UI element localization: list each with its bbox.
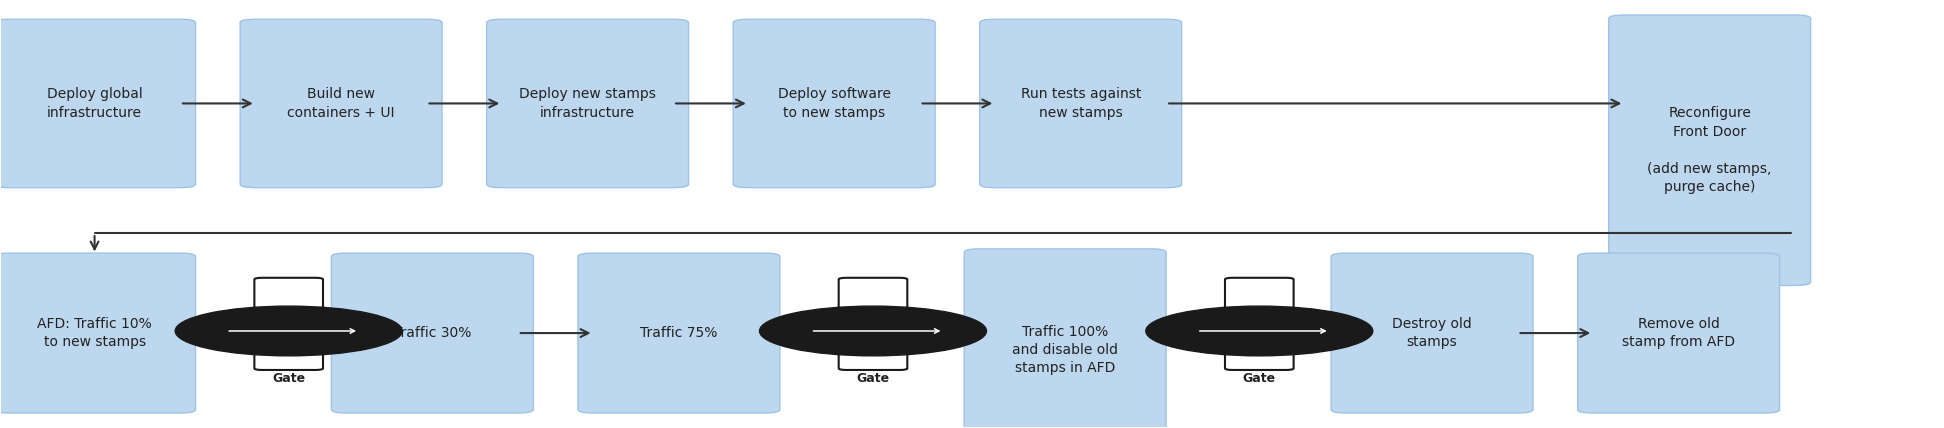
Text: Run tests against
new stamps: Run tests against new stamps xyxy=(1021,87,1141,120)
Circle shape xyxy=(175,306,402,356)
FancyBboxPatch shape xyxy=(0,19,196,187)
Text: Remove old
stamp from AFD: Remove old stamp from AFD xyxy=(1621,317,1736,349)
FancyBboxPatch shape xyxy=(1610,15,1810,285)
FancyBboxPatch shape xyxy=(330,253,533,413)
Text: Gate: Gate xyxy=(272,372,305,386)
FancyBboxPatch shape xyxy=(733,19,935,187)
Text: Deploy global
infrastructure: Deploy global infrastructure xyxy=(47,87,142,120)
Text: AFD: Traffic 10%
to new stamps: AFD: Traffic 10% to new stamps xyxy=(37,317,152,349)
Text: Traffic 30%: Traffic 30% xyxy=(393,326,470,340)
FancyBboxPatch shape xyxy=(241,19,441,187)
Text: Traffic 100%
and disable old
stamps in AFD: Traffic 100% and disable old stamps in A… xyxy=(1013,325,1118,375)
Text: Reconfigure
Front Door

(add new stamps,
purge cache): Reconfigure Front Door (add new stamps, … xyxy=(1647,107,1771,194)
FancyBboxPatch shape xyxy=(1225,278,1293,370)
FancyBboxPatch shape xyxy=(255,278,323,370)
FancyBboxPatch shape xyxy=(0,253,196,413)
FancyBboxPatch shape xyxy=(838,278,908,370)
Text: Build new
containers + UI: Build new containers + UI xyxy=(288,87,395,120)
Text: Traffic 75%: Traffic 75% xyxy=(640,326,717,340)
Text: Gate: Gate xyxy=(857,372,890,386)
FancyBboxPatch shape xyxy=(577,253,780,413)
FancyBboxPatch shape xyxy=(980,19,1182,187)
Circle shape xyxy=(760,306,986,356)
FancyBboxPatch shape xyxy=(1579,253,1779,413)
FancyBboxPatch shape xyxy=(964,249,1166,428)
Text: Deploy software
to new stamps: Deploy software to new stamps xyxy=(778,87,890,120)
Text: Deploy new stamps
infrastructure: Deploy new stamps infrastructure xyxy=(519,87,655,120)
FancyBboxPatch shape xyxy=(486,19,688,187)
Circle shape xyxy=(1145,306,1372,356)
Text: Gate: Gate xyxy=(1242,372,1275,386)
FancyBboxPatch shape xyxy=(1332,253,1534,413)
Text: Destroy old
stamps: Destroy old stamps xyxy=(1392,317,1472,349)
